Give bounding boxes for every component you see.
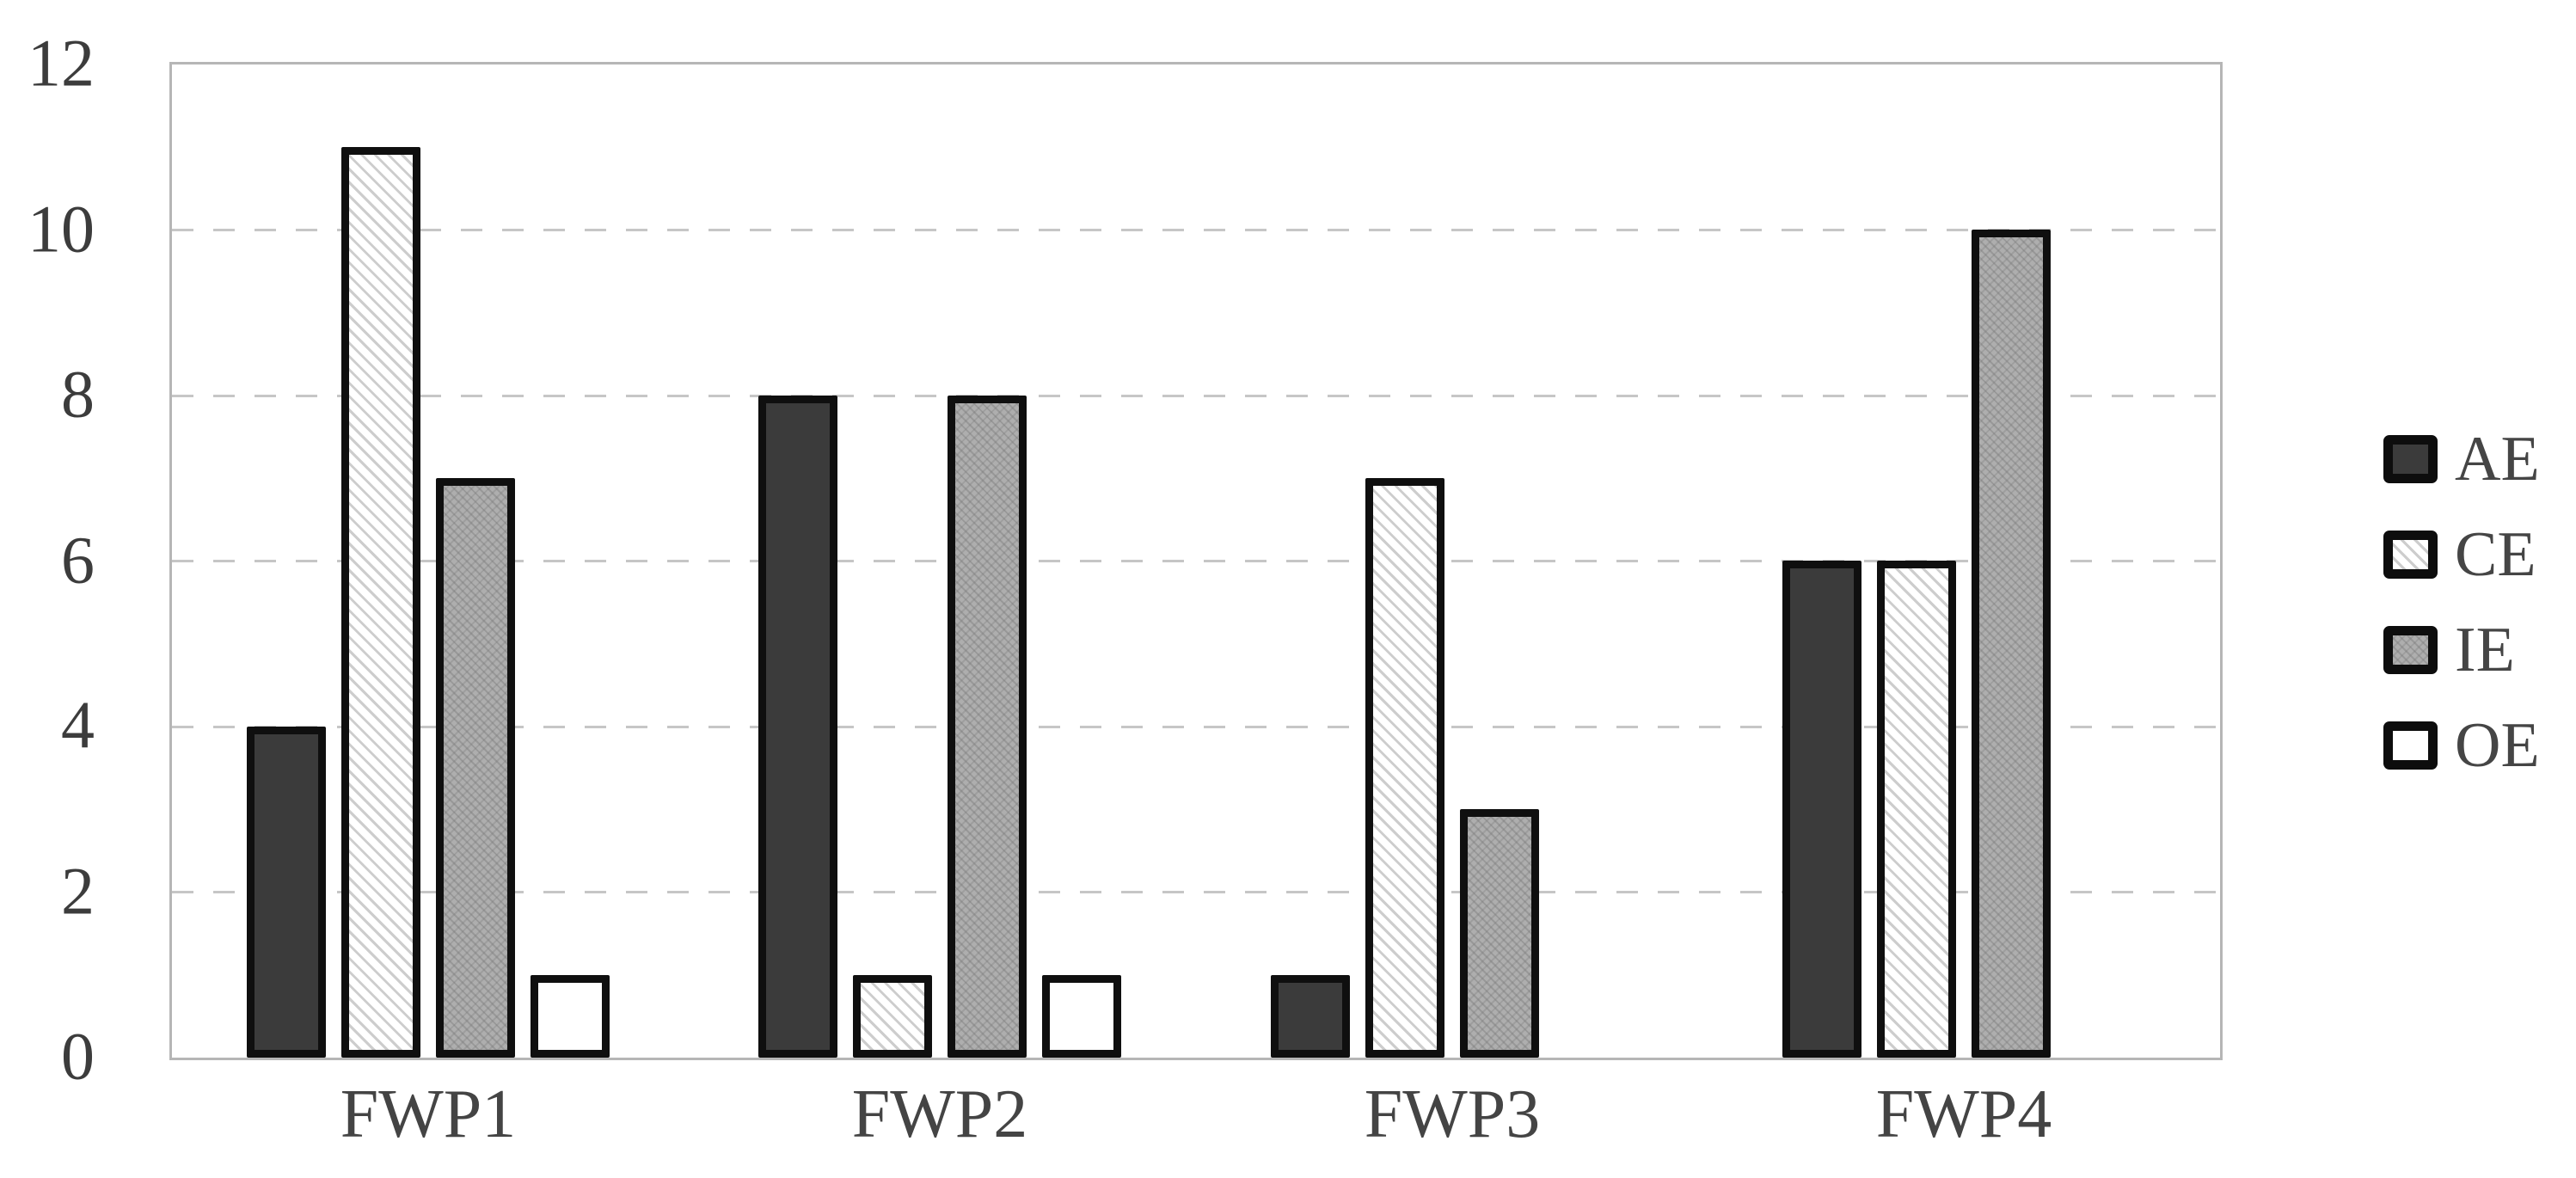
legend-label: CE [2455, 519, 2536, 590]
gridline-y-8 [172, 395, 2220, 397]
gridline-y-4 [172, 726, 2220, 728]
legend-swatch-ce [2383, 531, 2438, 579]
legend-label: OE [2455, 710, 2540, 781]
y-axis-tick-label: 6 [61, 522, 95, 598]
legend-row-ie: IE [2383, 618, 2540, 682]
x-axis-category-label: FWP3 [1364, 1077, 1541, 1152]
y-axis-tick-label: 2 [61, 853, 95, 929]
x-axis-category-label: FWP1 [340, 1077, 517, 1152]
bar-oe-fwp1 [531, 975, 610, 1058]
legend-row-ce: CE [2383, 523, 2540, 586]
legend-swatch-ae [2383, 435, 2438, 483]
gridline-y-2 [172, 891, 2220, 893]
legend-label: AE [2455, 424, 2540, 494]
y-axis-tick-label: 12 [28, 25, 95, 101]
bar-ie-fwp2 [948, 396, 1027, 1058]
plot-area [169, 62, 2223, 1060]
gridline-y-10 [172, 229, 2220, 231]
bar-ie-fwp1 [436, 478, 515, 1058]
y-axis-tick-label: 10 [28, 191, 95, 267]
legend: AE CE IE OE [2383, 427, 2540, 817]
legend-row-oe: OE [2383, 714, 2540, 777]
bar-ce-fwp1 [341, 147, 420, 1058]
y-axis-tick-label: 8 [61, 356, 95, 432]
bar-ae-fwp3 [1271, 975, 1350, 1058]
x-axis-category-label: FWP4 [1875, 1077, 2052, 1152]
y-axis-tick-label: 0 [61, 1018, 95, 1094]
bar-ae-fwp2 [758, 396, 837, 1058]
x-axis-category-label: FWP2 [851, 1077, 1028, 1152]
bar-ce-fwp2 [853, 975, 932, 1058]
legend-label: IE [2455, 615, 2515, 685]
legend-row-ae: AE [2383, 427, 2540, 491]
bar-ie-fwp4 [1972, 230, 2051, 1058]
bar-ce-fwp4 [1877, 561, 1956, 1058]
bar-ae-fwp1 [247, 727, 326, 1058]
gridline-y-6 [172, 560, 2220, 562]
bar-ce-fwp3 [1365, 478, 1444, 1058]
bar-ie-fwp3 [1460, 809, 1539, 1058]
y-axis-tick-label: 4 [61, 687, 95, 763]
legend-swatch-ie [2383, 626, 2438, 674]
bar-ae-fwp4 [1782, 561, 1861, 1058]
legend-swatch-oe [2383, 721, 2438, 770]
bar-oe-fwp2 [1042, 975, 1121, 1058]
